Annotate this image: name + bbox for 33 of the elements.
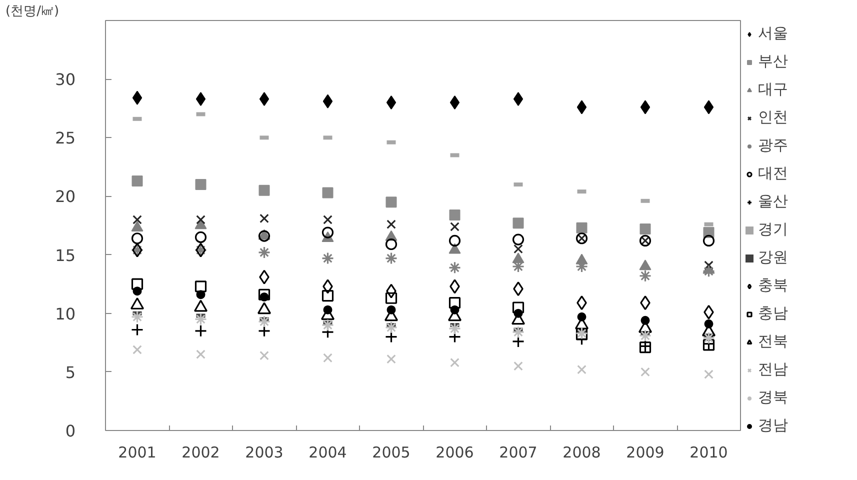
- legend-label: 경남: [758, 416, 788, 435]
- legend-label: 광주: [758, 136, 788, 155]
- x-tick-label: 2004: [308, 444, 347, 462]
- y-tick-label: 25: [55, 128, 76, 148]
- x-tick-label: 2007: [499, 444, 538, 462]
- legend-label: 대구: [758, 80, 788, 99]
- x-tick-label: 2003: [245, 444, 284, 462]
- legend-label: 경북: [758, 388, 788, 407]
- y-tick-label: 30: [55, 70, 76, 90]
- x-tick-label: 2010: [690, 444, 728, 462]
- legend-label: 울산: [758, 192, 788, 211]
- legend-label: 충북: [758, 276, 788, 295]
- y-axis-title: (천명/㎢): [6, 4, 60, 19]
- legend-label: 서울: [758, 24, 788, 43]
- y-tick-label: 5: [65, 362, 76, 382]
- y-tick-label: 0: [65, 422, 76, 440]
- legend-label: 인천: [758, 108, 788, 127]
- y-tick-label: 10: [55, 304, 76, 324]
- legend-label: 대전: [758, 164, 788, 183]
- legend-label: 전북: [758, 332, 788, 351]
- x-tick-label: 2008: [562, 444, 601, 462]
- x-tick-label: 2006: [436, 444, 474, 462]
- legend-label: 강원: [758, 248, 788, 267]
- x-tick-label: 2002: [182, 444, 220, 462]
- legend-label: 전남: [758, 360, 788, 379]
- legend-label: 부산: [758, 52, 788, 71]
- x-tick-label: 2001: [118, 444, 156, 462]
- legend-label: 충남: [758, 304, 788, 323]
- y-tick-label: 15: [55, 246, 76, 265]
- x-tick-label: 2009: [626, 444, 664, 462]
- legend-label: 경기: [758, 220, 788, 239]
- y-tick-label: 20: [55, 187, 76, 206]
- x-tick-label: 2005: [372, 444, 410, 462]
